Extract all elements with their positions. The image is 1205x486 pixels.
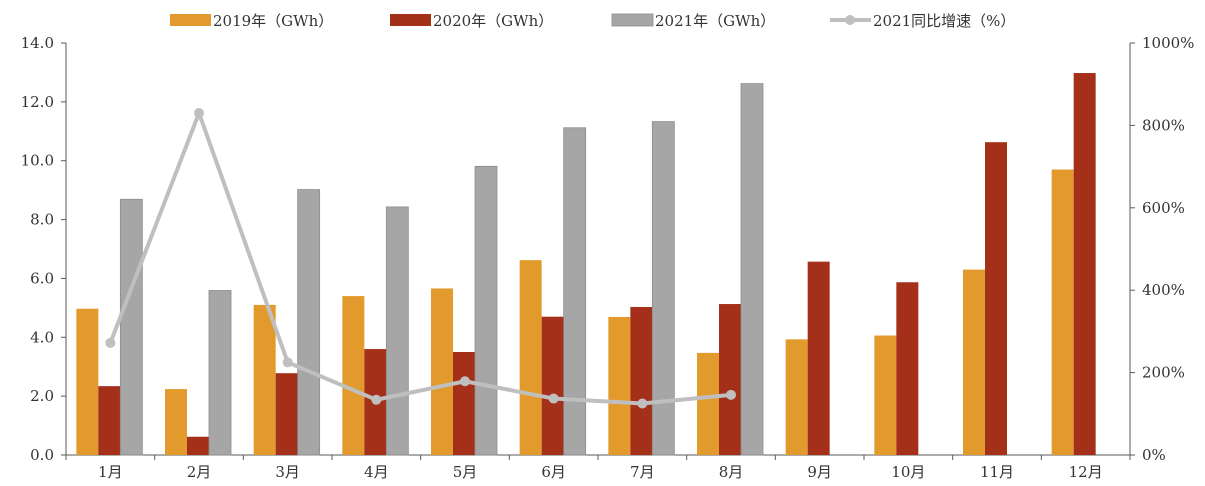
legend-swatch [611,13,654,27]
bar [385,206,409,456]
growth-point [105,337,116,348]
bar [119,198,143,456]
x-tick-label: 1月 [98,463,123,481]
legend: 2019年（GWh） 2020年（GWh） 2021年（GWh） 2021同比增速（%… [170,12,1015,30]
bar [697,352,719,455]
bar-series [98,73,1096,455]
left-tick-label: 4.0 [30,328,54,346]
bar [431,288,453,455]
legend-swatch [170,14,211,26]
x-tick-label: 6月 [541,463,566,481]
x-tick-label: 3月 [275,463,300,481]
x-tick-label: 4月 [364,463,389,481]
bar [253,304,276,455]
bar [541,316,564,455]
bar [98,386,121,455]
bar [807,261,830,455]
bar [187,436,209,455]
growth-point [637,398,648,409]
growth-point [460,376,470,387]
bar [297,189,321,456]
bar [474,165,498,456]
right-tick-label: 1000% [1142,34,1194,52]
legend-label: 2021同比增速（%） [873,12,1015,30]
bar [963,269,985,455]
legend-item: 2021同比增速（%） [830,12,1015,30]
bar [630,306,653,455]
right-tick-label: 800% [1142,116,1185,134]
x-tick-label: 2月 [187,463,212,481]
legend-item: 2019年（GWh） [170,12,333,30]
bar [208,290,232,456]
bar [719,304,741,455]
growth-point [726,389,736,400]
growth-point [194,108,204,119]
legend-marker [845,15,855,25]
right-tick-label: 200% [1142,364,1185,382]
left-tick-label: 0.0 [30,446,54,464]
bar [275,373,298,455]
x-tick-label: 10月 [891,463,925,481]
legend-label: 2019年（GWh） [213,12,333,30]
bar-series [76,169,1074,456]
bar [608,316,631,455]
growth-line-path [108,111,732,406]
left-tick-label: 14.0 [21,34,54,52]
left-tick-label: 2.0 [30,387,54,405]
x-tick-label: 8月 [719,463,744,481]
bar [651,121,675,456]
right-tick-label: 600% [1142,199,1185,217]
x-tick-label: 7月 [630,463,655,481]
growth-point [548,393,559,404]
bar [785,339,808,455]
x-tick-label: 11月 [980,463,1014,481]
growth-point [371,394,382,405]
axes: 0.0 2.0 4.0 6.0 8.0 10.0 12.0 14.0 0% 200% 400% 600… [21,34,1195,481]
bar [740,83,764,456]
legend-swatch [390,14,431,26]
bar [985,142,1007,455]
legend-item: 2020年（GWh） [390,12,553,30]
legend-item: 2021年（GWh） [611,12,775,30]
bar-series [119,83,764,456]
left-tick-label: 8.0 [30,211,54,229]
legend-label: 2020年（GWh） [433,12,553,30]
bar [874,335,897,455]
legend-label: 2021年（GWh） [655,12,775,30]
bar [896,282,919,455]
x-tick-label: 12月 [1069,463,1103,481]
bar [76,308,99,455]
bar [1051,169,1074,456]
growth-point [282,357,293,368]
bar [165,389,187,455]
bar [342,296,365,455]
bars [76,73,1096,456]
left-tick-label: 10.0 [21,152,54,170]
right-tick-label: 0% [1142,446,1166,464]
bar [563,127,587,456]
right-tick-label: 400% [1142,281,1185,299]
bar [1073,73,1096,455]
bar [519,260,542,455]
bar [453,352,475,455]
left-tick-label: 6.0 [30,269,54,287]
left-tick-label: 12.0 [21,93,54,111]
growth-line [105,108,736,409]
x-tick-label: 5月 [453,463,478,481]
x-tick-label: 9月 [807,463,832,481]
